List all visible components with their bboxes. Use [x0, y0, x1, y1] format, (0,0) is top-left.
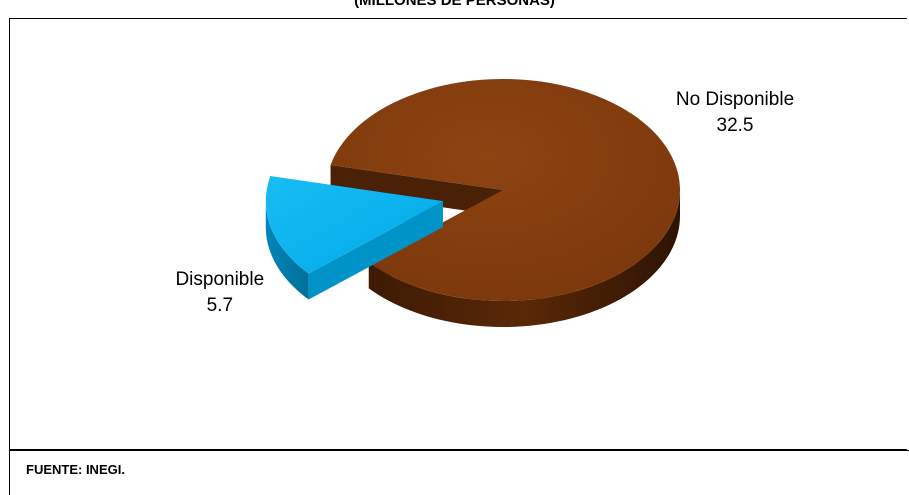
data-value-no-disponible: 32.5: [717, 115, 754, 136]
source-box: [9, 450, 909, 495]
pie-slice-side: [368, 190, 680, 327]
pie-slice-top: [330, 79, 680, 302]
data-label-disponible: Disponible: [175, 269, 264, 290]
pie-slice-top: [265, 176, 443, 274]
pie-slice-wall: [330, 165, 503, 216]
pie-slice-side: [265, 200, 309, 300]
pie-slice-disponible: [265, 176, 443, 300]
chart-title: (MILLONES DE PERSONAS): [354, 0, 555, 9]
data-label-no-disponible: No Disponible: [676, 89, 794, 110]
source-note: FUENTE: INEGI.: [26, 462, 125, 477]
chart-frame: [9, 18, 907, 450]
data-value-disponible: 5.7: [207, 295, 233, 316]
pie-slice-wall: [308, 201, 443, 300]
pie-slice-no-disponible: [330, 79, 680, 327]
